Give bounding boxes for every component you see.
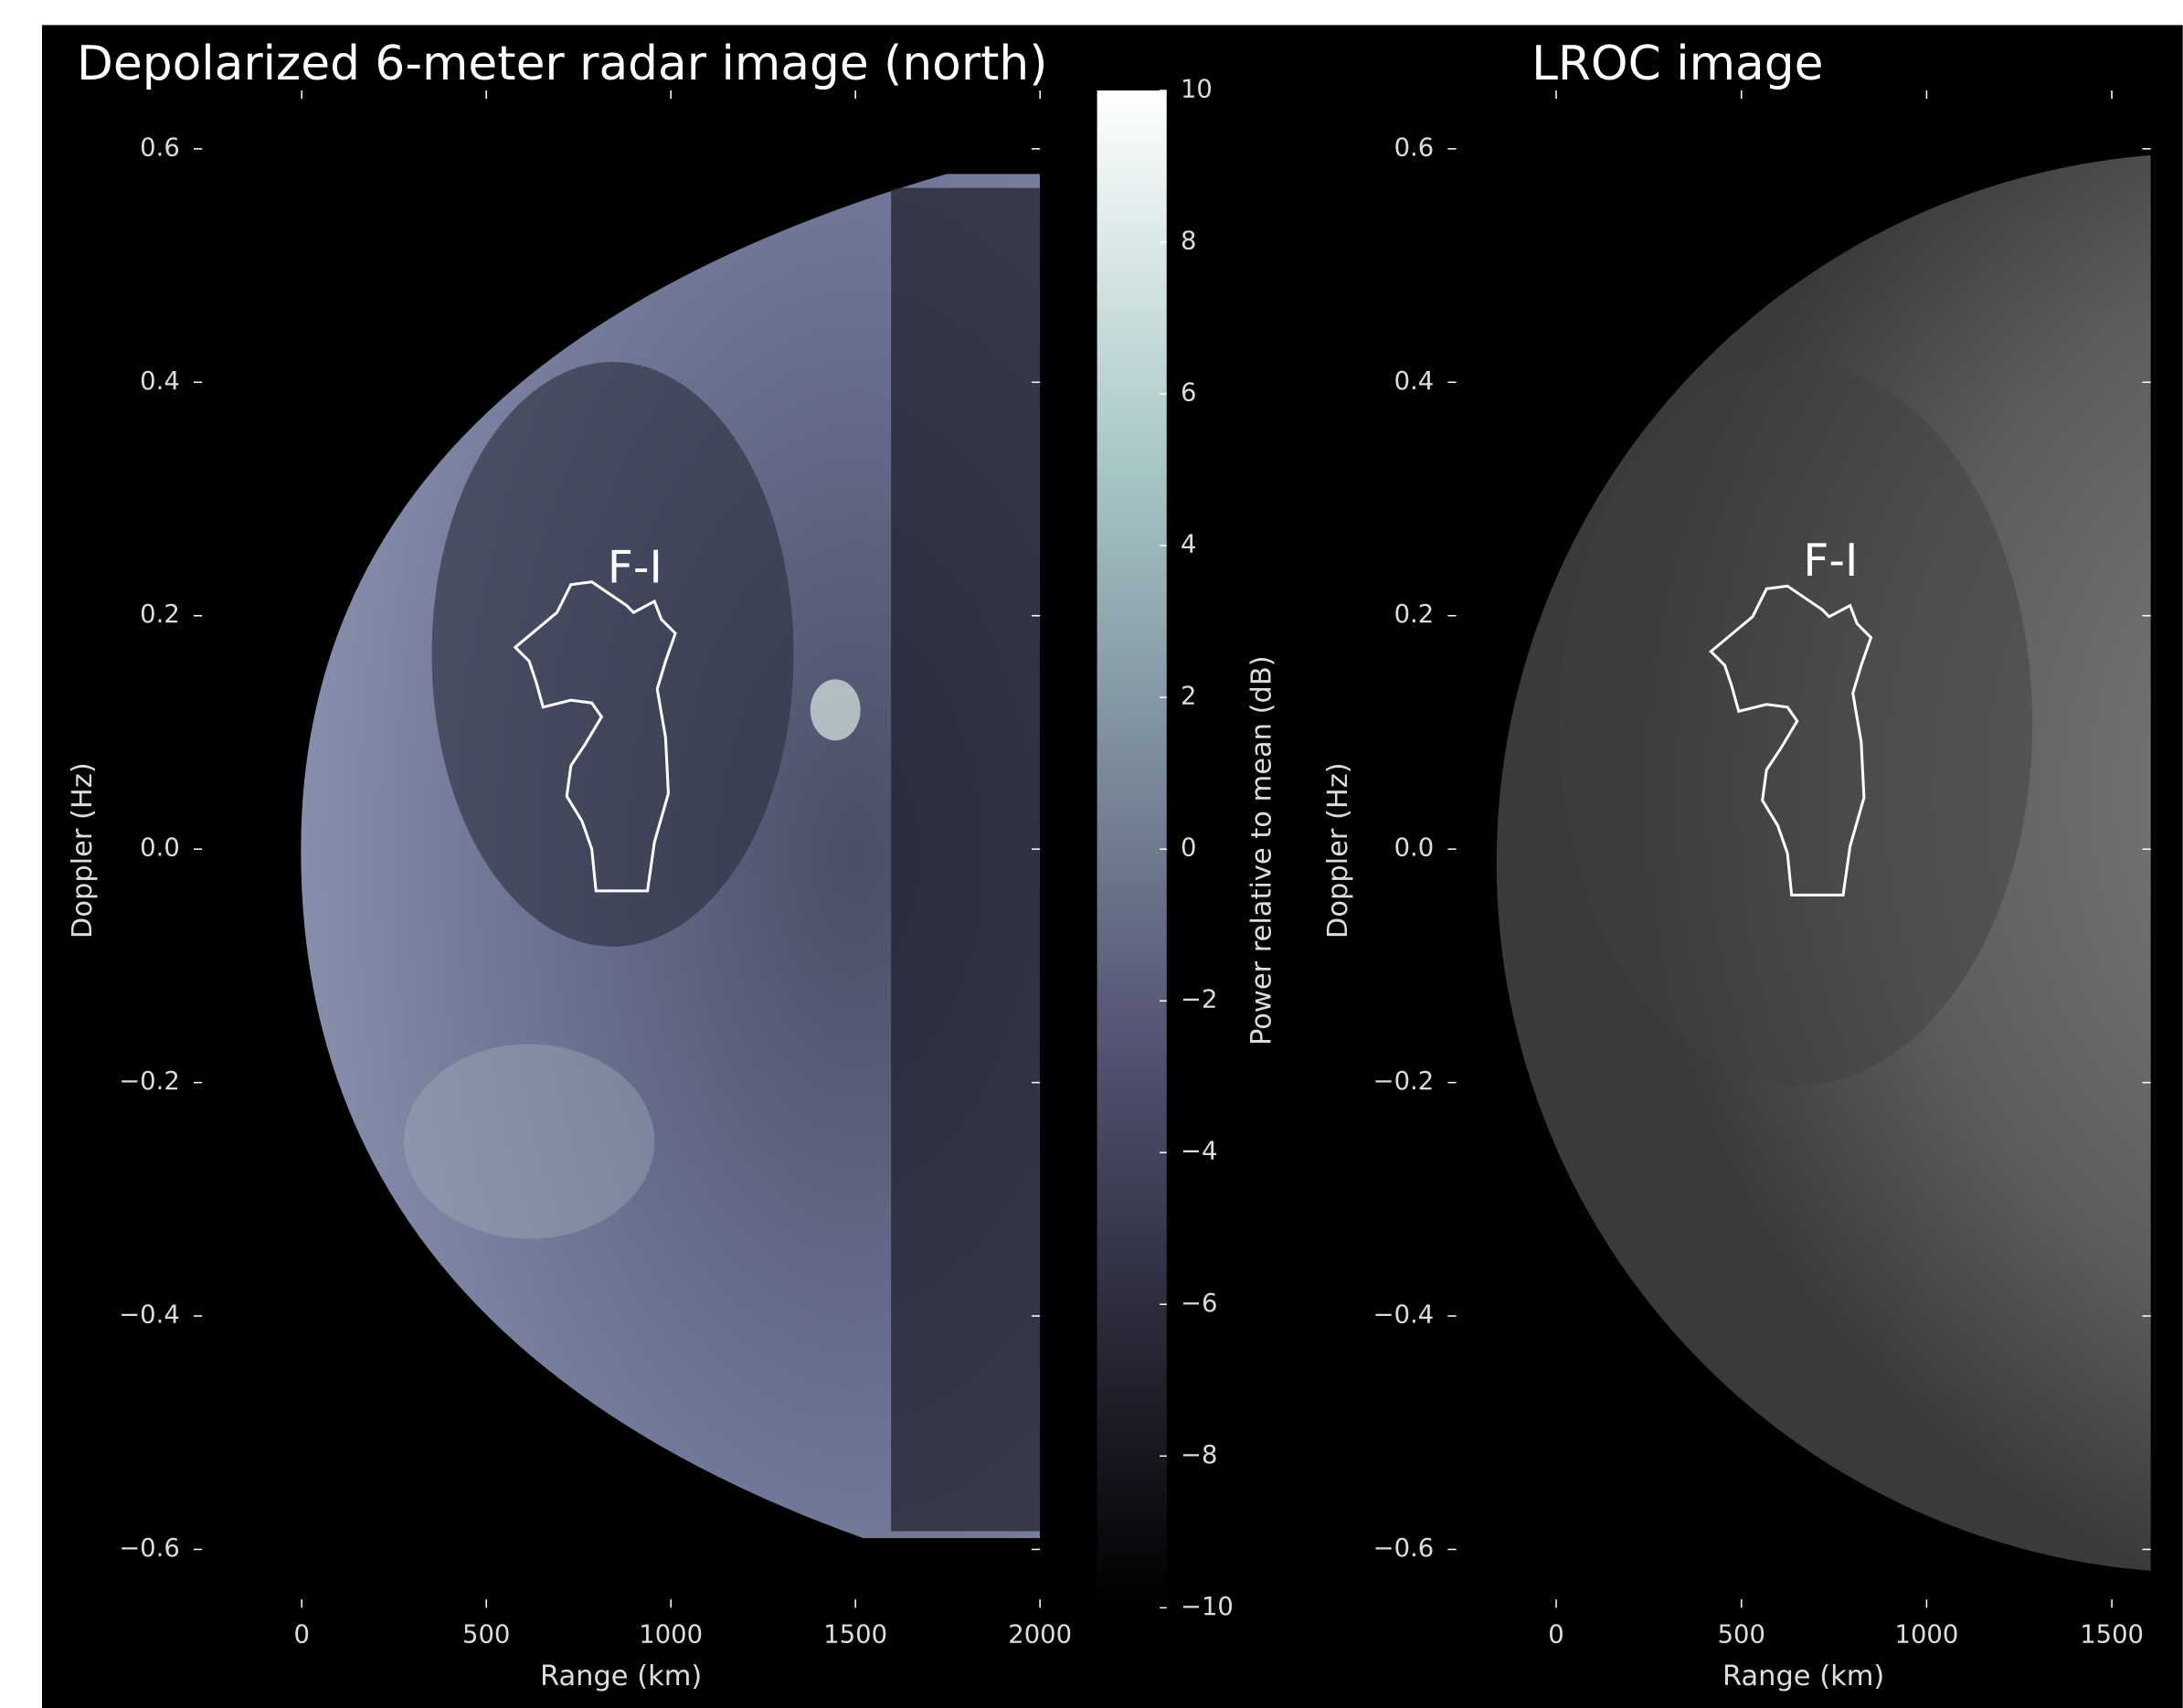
colorbar-tick-label: 6: [1181, 379, 1196, 408]
colorbar-tick-label: 2: [1181, 683, 1196, 711]
colorbar-label: Power relative to mean (dB): [1245, 655, 1277, 1045]
x-tick-label: 500: [1718, 1620, 1765, 1649]
colorbar-tick-label: 0: [1181, 834, 1196, 863]
y-tick-label: −0.4: [1373, 1301, 1435, 1330]
annotation: F-I: [608, 543, 662, 594]
colorbar-tick-label: −8: [1181, 1441, 1217, 1469]
y-tick-label: 0.6: [140, 133, 180, 162]
chart-title: LROC image: [1531, 37, 1823, 91]
colorbar-tick-label: −10: [1181, 1593, 1234, 1621]
x-tick-label: 1500: [2080, 1620, 2144, 1649]
y-tick-label: 0.0: [1394, 834, 1435, 863]
x-tick-label: 1000: [1895, 1620, 1959, 1649]
x-tick-label: 500: [462, 1620, 510, 1649]
y-tick-label: 0.4: [1394, 367, 1435, 396]
y-axis-label: Doppler (Hz): [1322, 762, 1354, 939]
y-tick-label: 0.0: [140, 834, 180, 863]
x-axis-label: Range (km): [540, 1660, 702, 1692]
x-tick-label: 1500: [823, 1620, 887, 1649]
colorbar-tick-label: 10: [1181, 76, 1213, 104]
x-axis-label: Range (km): [1722, 1660, 1884, 1692]
annotation: F-I: [1803, 536, 1858, 587]
x-tick-label: 1000: [639, 1620, 703, 1649]
y-tick-label: 0.4: [140, 367, 180, 396]
y-axis-label: Doppler (Hz): [67, 762, 99, 939]
chart-title: Depolarized 6-meter radar image (north): [77, 37, 1047, 91]
y-tick-label: 0.6: [1394, 133, 1435, 162]
x-tick-label: 0: [294, 1620, 310, 1649]
x-tick-label: 0: [1548, 1620, 1563, 1649]
y-tick-label: −0.6: [119, 1534, 180, 1563]
colorbar-tick-label: −6: [1181, 1289, 1217, 1318]
y-tick-label: −0.6: [1373, 1534, 1435, 1563]
y-tick-label: 0.2: [140, 600, 180, 629]
colorbar-tick-label: −4: [1181, 1138, 1217, 1166]
colorbar: [1097, 90, 1167, 1607]
figure: Depolarized 6-meter radar image (north) R…: [0, 0, 2183, 1708]
y-tick-label: 0.2: [1394, 600, 1435, 629]
y-tick-label: −0.2: [1373, 1067, 1435, 1096]
colorbar-tick-label: 8: [1181, 228, 1196, 256]
colorbar-tick-label: 4: [1181, 531, 1196, 559]
y-tick-label: −0.2: [119, 1067, 180, 1096]
x-tick-label: 2000: [1008, 1620, 1072, 1649]
colorbar-tick-label: −2: [1181, 986, 1217, 1014]
y-tick-label: −0.4: [119, 1301, 180, 1330]
